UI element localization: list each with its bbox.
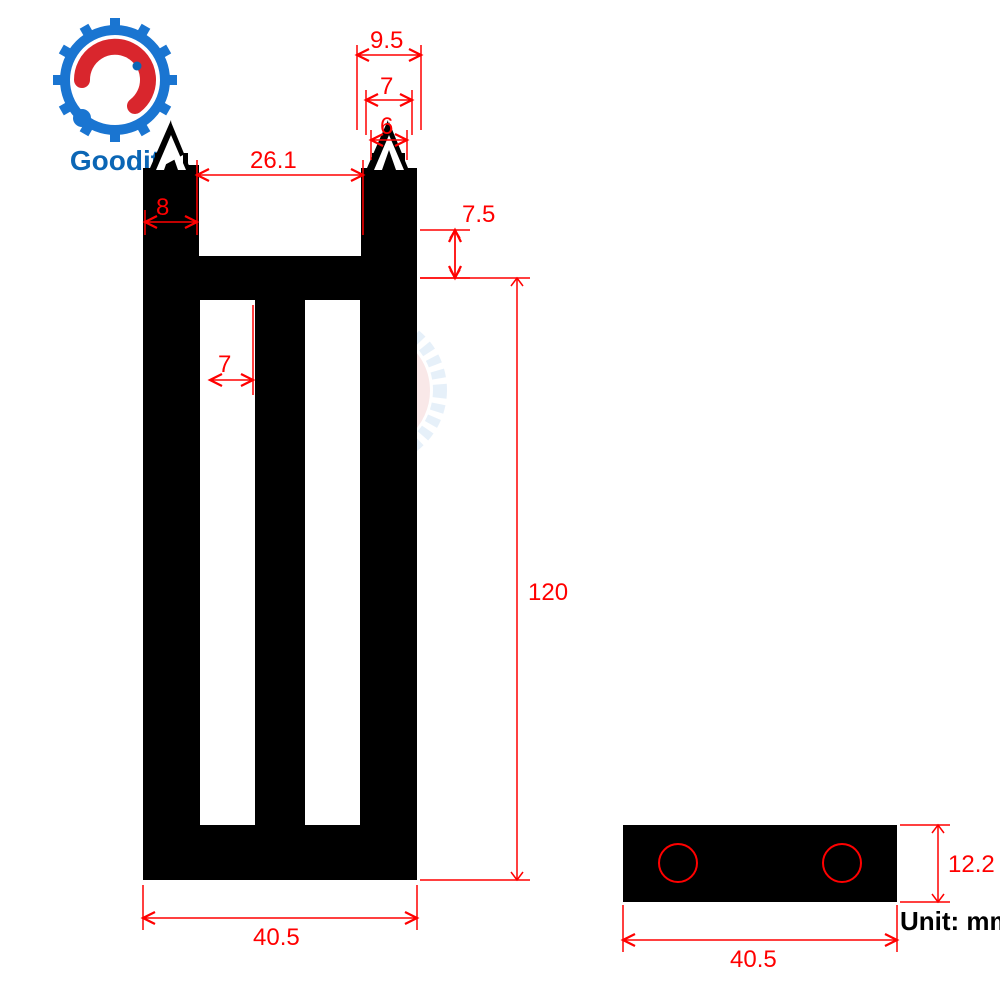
technical-drawing: Goodit (0, 0, 1000, 1000)
unit-label: Unit: mm (900, 906, 1000, 936)
top-view (623, 825, 897, 902)
dim-40-5-front: 40.5 (253, 924, 300, 951)
dim-7-5: 7.5 (462, 201, 495, 228)
front-view (143, 120, 417, 880)
dim-7-inner: 7 (218, 351, 231, 378)
dim-40-5-top: 40.5 (730, 946, 777, 973)
dim-8: 8 (156, 194, 169, 221)
dim-12-2: 12.2 (948, 851, 995, 878)
dim-6: 6 (380, 113, 393, 140)
dim-9-5: 9.5 (370, 27, 403, 54)
dim-120: 120 (528, 579, 568, 606)
dim-7-top: 7 (380, 73, 393, 100)
dim-26-1: 26.1 (250, 147, 297, 174)
